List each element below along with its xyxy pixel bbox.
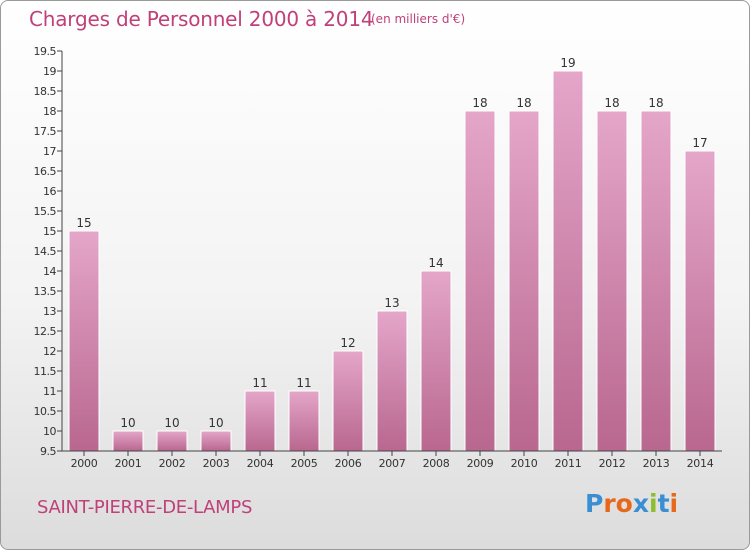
data-label: 19	[560, 56, 575, 70]
y-tick-label: 17	[43, 145, 56, 158]
y-tick-label: 19.5	[34, 45, 57, 58]
data-label: 10	[208, 416, 223, 430]
bar	[376, 310, 408, 452]
logo-letter: i	[669, 489, 679, 518]
x-tick-label: 2010	[511, 457, 538, 470]
x-tick-label: 2013	[643, 457, 670, 470]
data-label: 13	[384, 296, 399, 310]
chart-title: Charges de Personnel 2000 à 2014	[29, 7, 374, 31]
x-tick-label: 2005	[291, 457, 318, 470]
y-tick-label: 15	[43, 225, 56, 238]
y-tick-label: 14	[43, 265, 56, 278]
bar	[420, 270, 452, 452]
x-tick-label: 2001	[115, 457, 142, 470]
data-label: 10	[120, 416, 135, 430]
bar	[332, 350, 364, 452]
data-label: 15	[76, 216, 91, 230]
data-label: 18	[604, 96, 619, 110]
data-label: 14	[428, 256, 443, 270]
chart-subtitle: (en milliers d'€)	[371, 12, 466, 26]
logo-letter: t	[657, 489, 670, 518]
proxiti-logo[interactable]: Proxiti	[585, 489, 678, 518]
bar	[68, 230, 100, 452]
y-tick-label: 9.5	[40, 445, 56, 458]
y-tick-label: 18	[43, 105, 56, 118]
bar	[552, 70, 584, 452]
bar	[684, 150, 716, 452]
data-label: 17	[692, 136, 707, 150]
x-tick-label: 2008	[423, 457, 450, 470]
y-tick-label: 13.5	[34, 285, 57, 298]
data-label: 12	[340, 336, 355, 350]
x-tick-label: 2006	[335, 457, 362, 470]
data-label: 10	[164, 416, 179, 430]
data-label: 11	[252, 376, 267, 390]
logo-letter: o	[615, 489, 633, 518]
logo-letter: r	[603, 489, 616, 518]
bar	[112, 430, 144, 452]
bar	[288, 390, 320, 452]
logo-letter: P	[585, 489, 604, 518]
logo-letter: i	[649, 489, 658, 518]
x-tick-label: 2002	[159, 457, 186, 470]
data-label: 11	[296, 376, 311, 390]
x-tick-label: 2014	[687, 457, 714, 470]
y-tick-label: 10.5	[34, 405, 57, 418]
y-tick-label: 19	[43, 65, 56, 78]
data-label: 18	[516, 96, 531, 110]
commune-name: SAINT-PIERRE-DE-LAMPS	[37, 497, 253, 518]
y-tick-label: 15.5	[34, 205, 57, 218]
y-tick-label: 11.5	[34, 365, 57, 378]
bar	[200, 430, 232, 452]
y-tick-label: 10	[43, 425, 56, 438]
bar	[156, 430, 188, 452]
x-tick-label: 2009	[467, 457, 494, 470]
y-tick-label: 14.5	[34, 245, 57, 258]
y-tick-label: 12	[43, 345, 56, 358]
y-tick-label: 16	[43, 185, 56, 198]
x-tick-label: 2011	[555, 457, 582, 470]
y-tick-label: 16.5	[34, 165, 57, 178]
x-tick-label: 2012	[599, 457, 626, 470]
bar	[640, 110, 672, 452]
y-tick-label: 18.5	[34, 85, 57, 98]
x-tick-label: 2004	[247, 457, 274, 470]
data-label: 18	[648, 96, 663, 110]
bar	[464, 110, 496, 452]
bar	[244, 390, 276, 452]
x-tick-label: 2003	[203, 457, 230, 470]
data-label: 18	[472, 96, 487, 110]
bar	[508, 110, 540, 452]
logo-letter: x	[632, 489, 649, 518]
x-tick-label: 2007	[379, 457, 406, 470]
bar	[596, 110, 628, 452]
y-tick-label: 13	[43, 305, 56, 318]
x-tick-label: 2000	[71, 457, 98, 470]
y-tick-label: 12.5	[34, 325, 57, 338]
y-tick-label: 17.5	[34, 125, 57, 138]
y-tick-label: 11	[43, 385, 56, 398]
